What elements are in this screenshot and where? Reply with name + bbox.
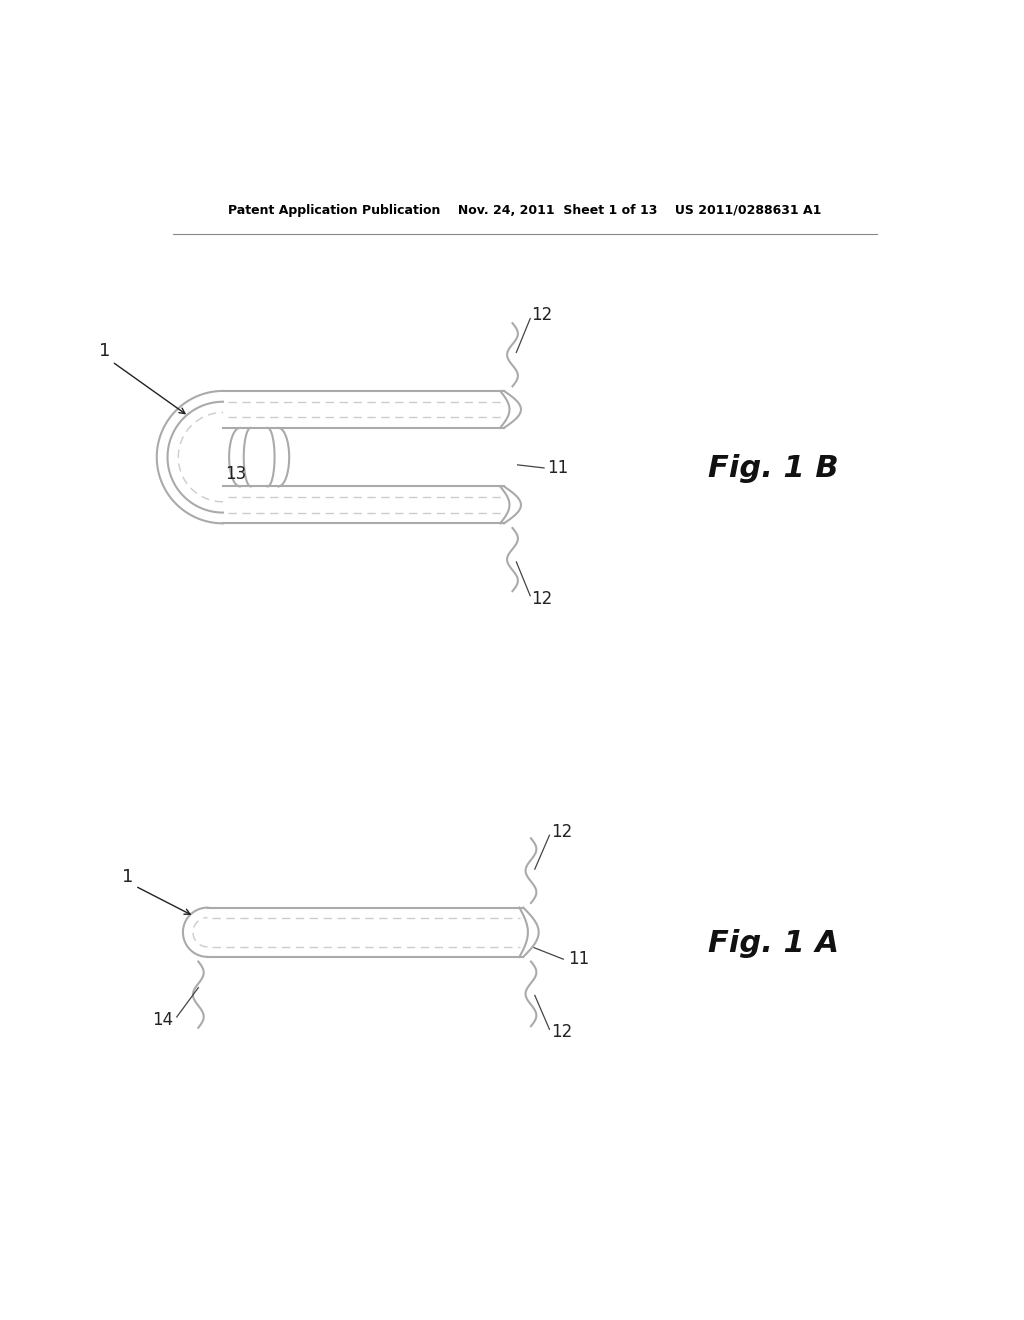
Text: Fig. 1 A: Fig. 1 A	[708, 929, 839, 958]
Text: 1: 1	[98, 342, 110, 360]
Text: Patent Application Publication    Nov. 24, 2011  Sheet 1 of 13    US 2011/028863: Patent Application Publication Nov. 24, …	[228, 205, 821, 218]
Text: 12: 12	[551, 1023, 572, 1041]
Text: 12: 12	[531, 590, 552, 607]
Text: 1: 1	[122, 867, 133, 886]
Text: 11: 11	[547, 459, 568, 477]
Text: 13: 13	[225, 465, 247, 483]
Text: 11: 11	[568, 950, 590, 968]
Text: 12: 12	[531, 306, 552, 325]
Text: 12: 12	[551, 824, 572, 841]
Text: 14: 14	[153, 1011, 173, 1030]
Text: Fig. 1 B: Fig. 1 B	[709, 454, 839, 483]
